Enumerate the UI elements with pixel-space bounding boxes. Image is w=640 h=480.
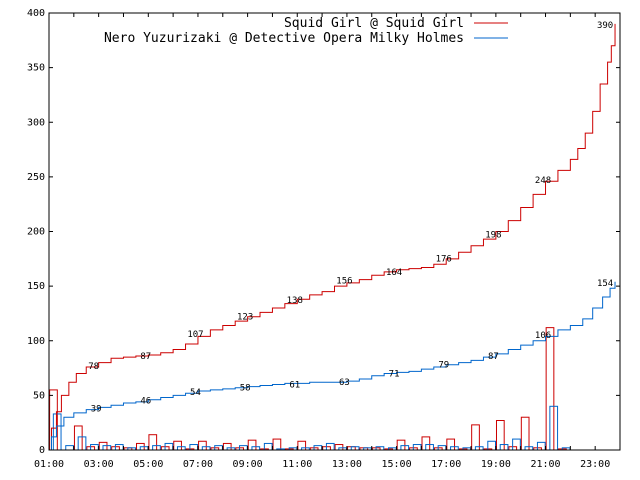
- series-line-squid-girl: [49, 23, 616, 451]
- x-tick-label: 03:00: [84, 459, 114, 470]
- data-label: 106: [535, 331, 551, 341]
- hourly-bars: [49, 327, 571, 451]
- y-tick-label: 150: [27, 281, 45, 292]
- x-tick-label: 05:00: [133, 459, 163, 470]
- data-label: 176: [436, 255, 452, 265]
- data-label: 79: [438, 361, 449, 371]
- data-label: 390: [597, 21, 613, 31]
- data-label: 61: [289, 380, 300, 390]
- series-line-nero-yuzurizaki: [49, 281, 616, 451]
- hourly-bar-series-1: [272, 438, 282, 451]
- hourly-bar-series-1: [520, 416, 530, 451]
- y-tick-label: 50: [33, 390, 45, 401]
- x-tick-label: 19:00: [481, 459, 511, 470]
- data-label: 46: [140, 397, 151, 407]
- hourly-bar-series-2: [65, 445, 74, 451]
- y-tick-label: 350: [27, 63, 45, 74]
- y-tick-label: 200: [27, 227, 45, 238]
- data-label: 58: [240, 384, 251, 394]
- x-tick-label: 15:00: [382, 459, 412, 470]
- y-tick-label: 100: [27, 336, 45, 347]
- legend-entry-label: Nero Yuzurizaki @ Detective Opera Milky …: [104, 31, 464, 46]
- x-tick-label: 21:00: [530, 459, 560, 470]
- y-tick-label: 0: [39, 445, 45, 456]
- x-tick-label: 17:00: [431, 459, 461, 470]
- axes: 0 50 100 150 200 250 300 350 400 01:00 03:00 05:00 0…: [27, 8, 621, 470]
- plot-frame: [48, 12, 621, 451]
- x-tick-label: 01:00: [34, 459, 64, 470]
- data-label: 154: [597, 279, 613, 289]
- y-tick-label: 250: [27, 172, 45, 183]
- data-label: 78: [88, 362, 99, 372]
- data-label: 87: [140, 352, 151, 362]
- data-label: 39: [91, 404, 102, 414]
- x-tick-label: 13:00: [332, 459, 362, 470]
- data-label: 87: [488, 352, 499, 362]
- x-tick-label: 07:00: [183, 459, 213, 470]
- data-label: 71: [389, 369, 400, 379]
- point-labels: 78 87 107 123 138 156 164 176 198 248 390 39 46 54 58 6…: [88, 21, 613, 414]
- data-label: 138: [287, 296, 303, 306]
- legend-entry-label: Squid Girl @ Squid Girl: [284, 16, 464, 31]
- x-tick-label: 09:00: [233, 459, 263, 470]
- y-tick-label: 400: [27, 8, 45, 19]
- series-lines: [49, 23, 616, 451]
- x-tick-label: 11:00: [282, 459, 312, 470]
- data-label: 63: [339, 378, 350, 388]
- x-tick-label: 23:00: [580, 459, 610, 470]
- data-label: 54: [190, 388, 201, 398]
- data-label: 198: [485, 231, 501, 241]
- data-label: 107: [187, 330, 203, 340]
- data-label: 156: [336, 277, 352, 287]
- data-label: 164: [386, 268, 402, 278]
- data-label: 123: [237, 313, 253, 323]
- data-label: 248: [535, 176, 551, 186]
- y-tick-label: 300: [27, 117, 45, 128]
